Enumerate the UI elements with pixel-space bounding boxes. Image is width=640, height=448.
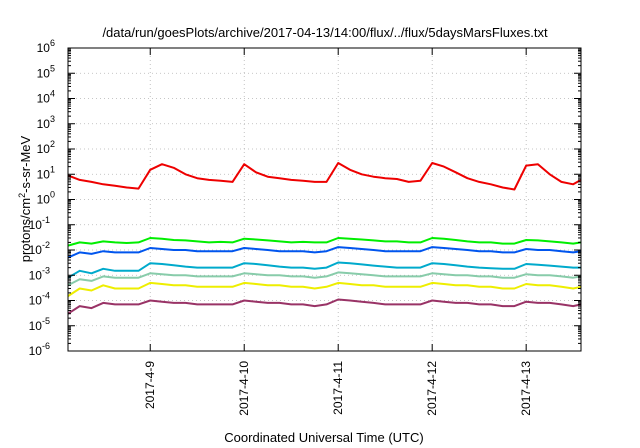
y-tick-exponent: -4 <box>42 291 50 301</box>
y-tick-exponent: -3 <box>42 265 50 275</box>
y-tick-label: 10-4 <box>29 291 50 308</box>
y-tick-base: 10 <box>37 117 51 131</box>
y-tick-exponent: -2 <box>42 240 50 250</box>
series-line-7 <box>67 298 582 315</box>
y-tick-exponent: 3 <box>50 114 55 124</box>
series-line-2 <box>67 237 582 247</box>
x-tick-label: 2017-4-11 <box>331 361 345 415</box>
y-tick-base: 10 <box>37 193 51 207</box>
series-line-3 <box>67 246 582 259</box>
y-tick-label: 100 <box>37 190 55 207</box>
y-tick-base: 10 <box>29 344 43 358</box>
y-tick-exponent: -6 <box>42 341 50 351</box>
y-tick-exponent: -1 <box>42 215 50 225</box>
series-layer <box>67 162 582 315</box>
x-axis: 2017-4-9 2017-4-10 2017-4-11 2017-4-12 2017-… <box>143 48 533 416</box>
y-tick-base: 10 <box>37 92 51 106</box>
chart-title: /data/run/goesPlots/archive/2017-04-13/1… <box>102 25 548 40</box>
y-tick-base: 10 <box>29 268 43 282</box>
y-tick-exponent: -5 <box>42 316 50 326</box>
series-line-5 <box>67 271 582 287</box>
y-tick-exponent: 4 <box>50 89 55 99</box>
y-tick-base: 10 <box>37 142 51 156</box>
y-tick-base: 10 <box>29 243 43 257</box>
y-axis-label-sup: 2 <box>17 193 27 198</box>
x-tick-label: 2017-4-10 <box>237 361 251 416</box>
x-axis-label: Coordinated Universal Time (UTC) <box>224 430 423 445</box>
y-axis-label: protons/cm2-s-sr-MeV <box>17 135 33 262</box>
y-tick-exponent: 6 <box>50 38 55 48</box>
series-line-1 <box>67 162 582 191</box>
y-tick-label: 101 <box>37 164 55 181</box>
y-tick-label: 10-1 <box>29 215 50 232</box>
y-tick-exponent: 5 <box>50 63 55 73</box>
y-axis-label-suffix: -s-sr-MeV <box>18 135 33 192</box>
y-axis: 10-610-510-410-310-210-11001011021031041… <box>29 38 581 358</box>
x-tick-label: 2017-4-13 <box>519 361 533 416</box>
y-tick-label: 103 <box>37 114 55 131</box>
y-tick-base: 10 <box>37 41 51 55</box>
y-tick-base: 10 <box>37 167 51 181</box>
y-tick-label: 10-2 <box>29 240 50 257</box>
y-tick-exponent: 2 <box>50 139 55 149</box>
y-tick-label: 10-3 <box>29 265 50 282</box>
y-tick-exponent: 1 <box>50 164 55 174</box>
y-tick-base: 10 <box>29 218 43 232</box>
y-tick-base: 10 <box>37 66 51 80</box>
y-tick-label: 105 <box>37 63 55 80</box>
x-tick-label: 2017-4-12 <box>425 361 439 416</box>
y-tick-base: 10 <box>29 319 43 333</box>
series-line-4 <box>67 261 581 279</box>
x-tick-label: 2017-4-9 <box>143 361 157 409</box>
y-tick-label: 102 <box>37 139 55 156</box>
y-tick-base: 10 <box>29 294 43 308</box>
y-tick-exponent: 0 <box>50 190 55 200</box>
series-line-6 <box>67 281 582 297</box>
y-tick-label: 10-5 <box>29 316 50 333</box>
y-tick-label: 106 <box>37 38 55 55</box>
y-tick-label: 104 <box>37 89 55 106</box>
y-axis-label-prefix: protons/cm <box>18 198 33 262</box>
y-tick-label: 10-6 <box>29 341 50 358</box>
